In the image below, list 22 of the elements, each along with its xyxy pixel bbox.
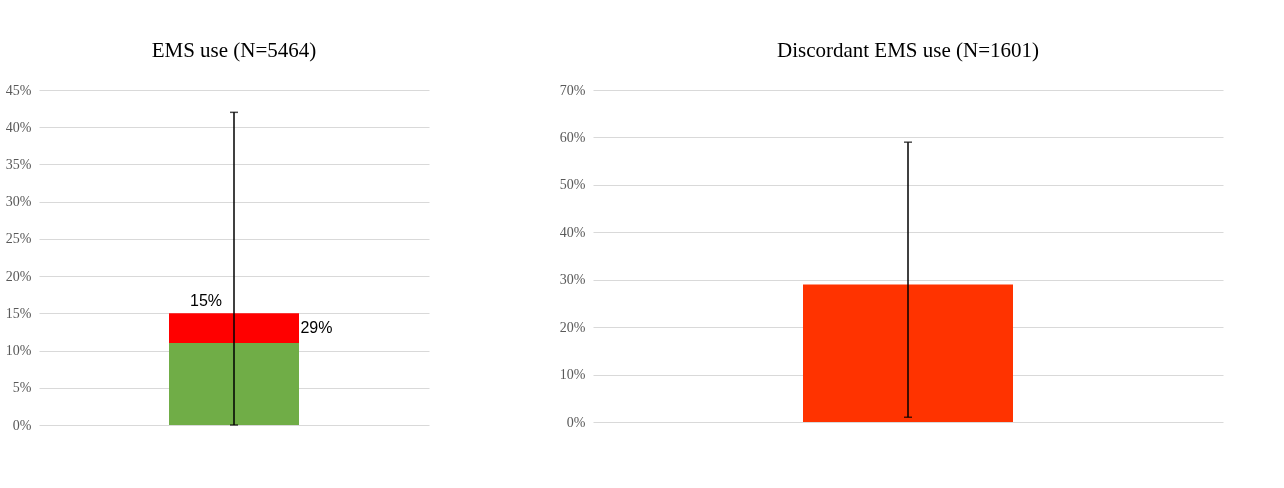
chart-title: Discordant EMS use (N=1601) <box>776 38 1040 62</box>
y-tick-label: 0% <box>566 414 586 430</box>
annotation: 29% <box>300 319 333 337</box>
y-tick-label: 60% <box>559 129 586 145</box>
y-tick-label: 40% <box>5 119 32 135</box>
y-tick-label: 40% <box>559 224 586 240</box>
y-tick-label: 10% <box>5 343 32 359</box>
chart-title: EMS use (N=5464) <box>151 38 317 62</box>
y-tick-label: 15% <box>5 305 32 321</box>
y-tick-label: 10% <box>559 367 586 383</box>
y-tick-label: 35% <box>5 156 32 172</box>
y-tick-label: 5% <box>12 380 32 396</box>
y-tick-label: 45% <box>5 82 32 98</box>
y-tick-label: 20% <box>5 268 32 284</box>
y-tick-label: 50% <box>559 177 586 193</box>
y-tick-label: 20% <box>559 319 586 335</box>
annotation: 15% <box>189 292 223 310</box>
y-tick-label: 70% <box>559 82 586 98</box>
y-tick-label: 25% <box>5 231 32 247</box>
y-tick-label: 0% <box>12 417 32 433</box>
y-tick-label: 30% <box>559 272 586 288</box>
y-tick-label: 30% <box>5 194 32 210</box>
